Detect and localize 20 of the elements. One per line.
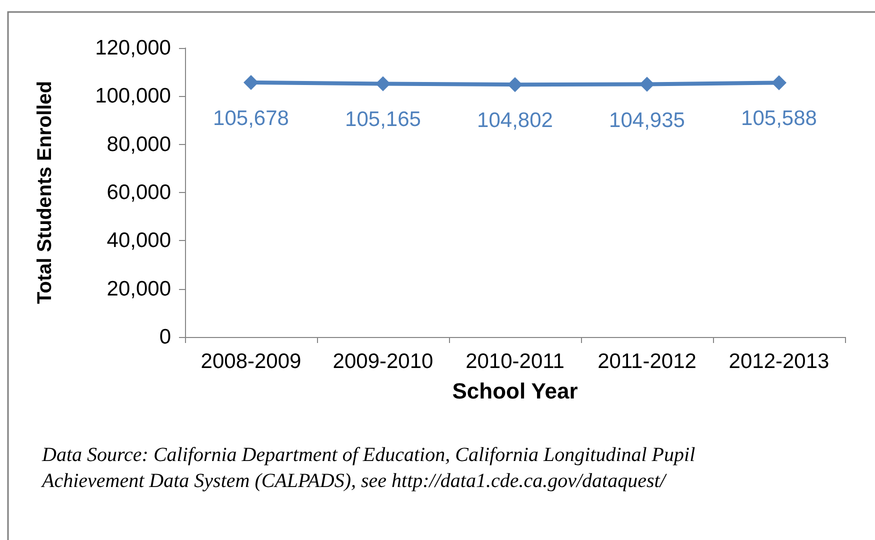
y-tick-label: 60,000 (106, 181, 171, 204)
data-label: 104,802 (477, 109, 553, 132)
data-label: 105,678 (213, 106, 289, 130)
y-axis-title: Total Students Enrolled (34, 81, 56, 304)
data-label: 105,588 (741, 107, 817, 130)
y-tick-label: 0 (159, 326, 171, 348)
y-tick-label: 40,000 (106, 229, 171, 252)
y-tick-label: 120,000 (95, 36, 171, 60)
data-label: 104,935 (609, 108, 685, 132)
x-axis-title: School Year (452, 378, 578, 404)
y-tick-label: 80,000 (106, 132, 171, 156)
data-label: 105,165 (345, 108, 421, 132)
source-note: Data Source: California Department of Education, California Longitudinal Pupil Achievement Data System (CALPADS), see http://data1.cde.ca.gov/dataquest/ (40, 444, 700, 492)
y-tick-label: 20,000 (106, 277, 171, 300)
x-tick-label: 2009-2010 (332, 350, 434, 373)
x-tick-label: 2012-2013 (728, 350, 830, 373)
x-tick-label: 2008-2009 (200, 350, 302, 373)
y-tick-label: 100,000 (95, 84, 171, 108)
x-tick-label: 2010-2011 (466, 350, 564, 373)
x-tick-label: 2011-2012 (598, 350, 696, 373)
